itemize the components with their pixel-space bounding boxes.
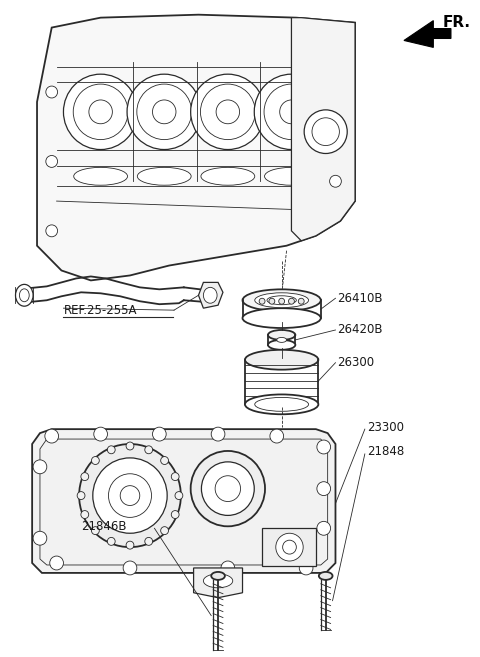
Circle shape: [215, 476, 240, 501]
Circle shape: [77, 491, 85, 499]
Circle shape: [330, 175, 341, 187]
Text: 26410B: 26410B: [337, 292, 383, 305]
Circle shape: [171, 510, 179, 518]
Polygon shape: [37, 14, 355, 281]
Ellipse shape: [267, 296, 296, 305]
Circle shape: [279, 298, 285, 304]
Text: FR.: FR.: [443, 14, 471, 30]
Circle shape: [221, 561, 235, 575]
Circle shape: [81, 472, 89, 480]
Circle shape: [46, 156, 58, 168]
Circle shape: [264, 84, 319, 139]
Circle shape: [79, 444, 181, 547]
Circle shape: [299, 561, 313, 575]
Circle shape: [259, 298, 265, 304]
Ellipse shape: [204, 574, 233, 588]
Circle shape: [123, 561, 137, 575]
Ellipse shape: [19, 289, 29, 302]
Ellipse shape: [211, 572, 225, 580]
Ellipse shape: [319, 572, 333, 580]
Circle shape: [126, 541, 134, 549]
Ellipse shape: [242, 289, 321, 311]
Circle shape: [269, 298, 275, 304]
Text: 26420B: 26420B: [337, 323, 383, 336]
Ellipse shape: [15, 284, 33, 306]
Circle shape: [283, 540, 296, 554]
Text: 21848: 21848: [367, 445, 404, 459]
Ellipse shape: [268, 330, 295, 340]
Ellipse shape: [201, 168, 255, 185]
Polygon shape: [193, 568, 242, 598]
Circle shape: [89, 100, 112, 124]
Circle shape: [312, 118, 339, 146]
Circle shape: [145, 446, 153, 454]
Circle shape: [93, 458, 167, 533]
Ellipse shape: [204, 287, 217, 304]
Circle shape: [298, 298, 304, 304]
Circle shape: [108, 446, 115, 454]
Bar: [262, 528, 316, 566]
Circle shape: [145, 537, 153, 545]
Ellipse shape: [242, 308, 321, 328]
Circle shape: [191, 451, 265, 526]
Circle shape: [175, 491, 183, 499]
Circle shape: [216, 100, 240, 124]
Circle shape: [201, 84, 255, 139]
Ellipse shape: [255, 397, 309, 411]
Circle shape: [171, 472, 179, 480]
Ellipse shape: [268, 340, 295, 350]
Ellipse shape: [137, 168, 191, 185]
Circle shape: [276, 533, 303, 561]
Circle shape: [137, 84, 192, 139]
Ellipse shape: [264, 168, 318, 185]
Circle shape: [202, 462, 254, 515]
Circle shape: [63, 74, 138, 150]
Circle shape: [108, 537, 115, 545]
Circle shape: [92, 457, 99, 464]
Circle shape: [211, 427, 225, 441]
Circle shape: [46, 86, 58, 98]
Polygon shape: [32, 429, 336, 573]
Circle shape: [120, 486, 140, 505]
Text: 26300: 26300: [337, 356, 374, 369]
Text: 23300: 23300: [367, 420, 404, 434]
Circle shape: [92, 527, 99, 535]
Circle shape: [81, 510, 89, 518]
Circle shape: [153, 100, 176, 124]
Circle shape: [288, 298, 294, 304]
Ellipse shape: [74, 168, 128, 185]
Circle shape: [108, 474, 152, 518]
Circle shape: [161, 527, 168, 535]
Circle shape: [33, 532, 47, 545]
Ellipse shape: [245, 350, 318, 370]
Polygon shape: [291, 18, 355, 240]
Circle shape: [317, 522, 331, 535]
Ellipse shape: [277, 338, 287, 342]
Circle shape: [50, 556, 63, 570]
Circle shape: [161, 457, 168, 464]
Text: 21846B: 21846B: [81, 520, 127, 533]
Text: REF.25-255A: REF.25-255A: [63, 304, 137, 317]
Polygon shape: [404, 20, 451, 47]
Circle shape: [254, 74, 329, 150]
Ellipse shape: [245, 394, 318, 415]
Circle shape: [127, 74, 202, 150]
Polygon shape: [199, 283, 223, 308]
Circle shape: [126, 442, 134, 450]
Circle shape: [46, 225, 58, 237]
Circle shape: [45, 429, 59, 443]
Circle shape: [73, 84, 128, 139]
Circle shape: [304, 110, 347, 154]
Circle shape: [317, 482, 331, 495]
Circle shape: [317, 440, 331, 454]
Ellipse shape: [255, 293, 309, 307]
Circle shape: [94, 427, 108, 441]
Circle shape: [280, 100, 303, 124]
Circle shape: [33, 460, 47, 474]
Circle shape: [153, 427, 166, 441]
Circle shape: [270, 429, 284, 443]
Circle shape: [191, 74, 265, 150]
